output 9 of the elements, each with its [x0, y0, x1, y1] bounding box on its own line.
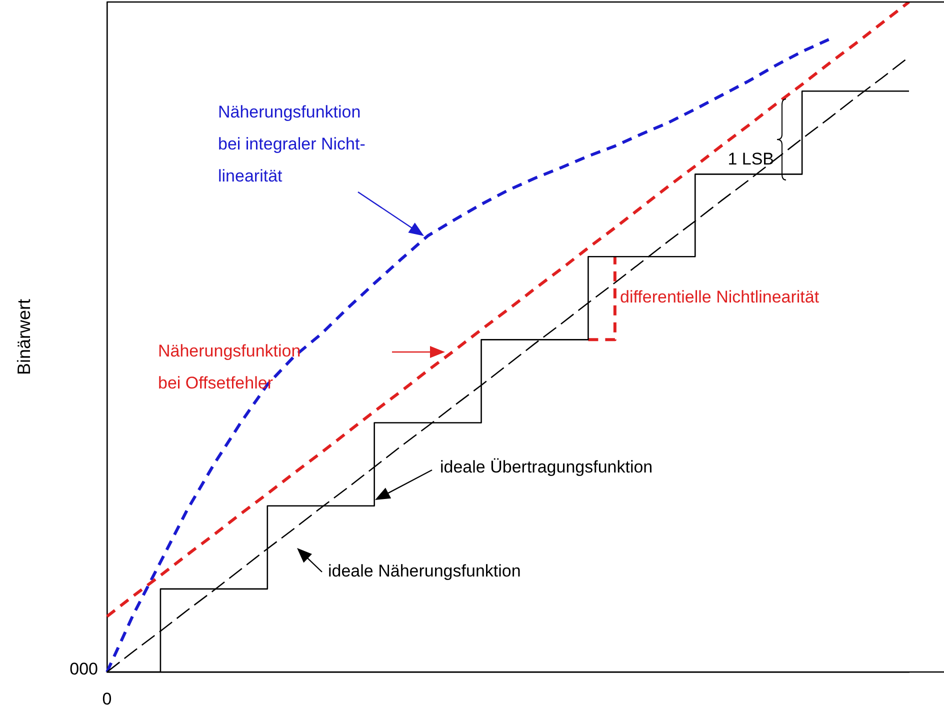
annotation: Näherungsfunktion bei integraler Nicht- linearität: [218, 102, 366, 186]
annotation: Näherungsfunktion bei Offsetfehler: [158, 342, 301, 393]
annotation: differentielle Nichtlinearität: [620, 288, 820, 307]
annotation: 1 LSB: [728, 150, 774, 169]
text: 0: [102, 690, 112, 709]
y-axis-title: Binärwert: [14, 298, 34, 376]
annotation: ideale Übertragungsfunktion: [440, 458, 653, 477]
text: 000: [70, 660, 98, 679]
annotation: ideale Näherungsfunktion: [328, 562, 521, 581]
